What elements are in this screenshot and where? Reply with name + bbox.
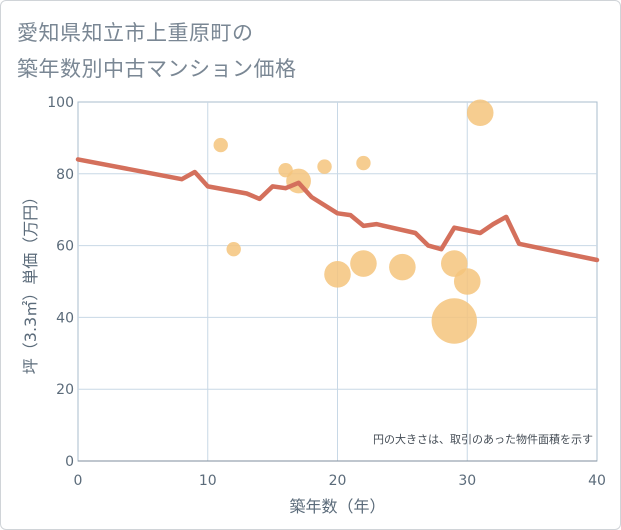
bubble-point [431,298,477,344]
y-tick-label: 20 [56,382,74,398]
y-axis-ticks: 0 20 40 60 80 100 [47,95,74,470]
bubble-point [226,241,241,257]
y-axis-label: 坪（3.3㎡）単価（万円） [21,189,40,374]
x-axis-label: 築年数（年） [289,497,385,516]
bubble-point [213,137,228,153]
x-tick-label: 20 [329,473,347,489]
x-tick-label: 40 [588,473,606,489]
x-tick-label: 30 [458,473,476,489]
bubble-point [356,155,371,171]
y-tick-label: 0 [65,454,74,470]
y-tick-label: 80 [56,167,74,183]
y-tick-label: 100 [47,95,74,111]
y-tick-label: 40 [56,310,74,326]
y-tick-label: 60 [56,239,74,255]
bubble-point [389,253,416,281]
x-axis-ticks: 0 10 20 30 40 [74,473,606,489]
bubble-point [324,261,351,288]
chart-title-line1: 愛知県知立市上重原町の [17,21,254,45]
bubble-point [350,250,377,277]
x-tick-label: 10 [199,473,217,489]
x-tick-label: 0 [74,473,83,489]
trend-line [75,157,600,263]
bubble-point [317,159,332,174]
bubble-point [466,99,494,127]
chart-title-line2: 築年数別中古マンション価格 [17,57,297,81]
bubble-series [213,99,494,344]
bubble-point [453,268,481,295]
chart-note: 円の大きさは、取引のあった物件面積を示す [373,432,593,446]
